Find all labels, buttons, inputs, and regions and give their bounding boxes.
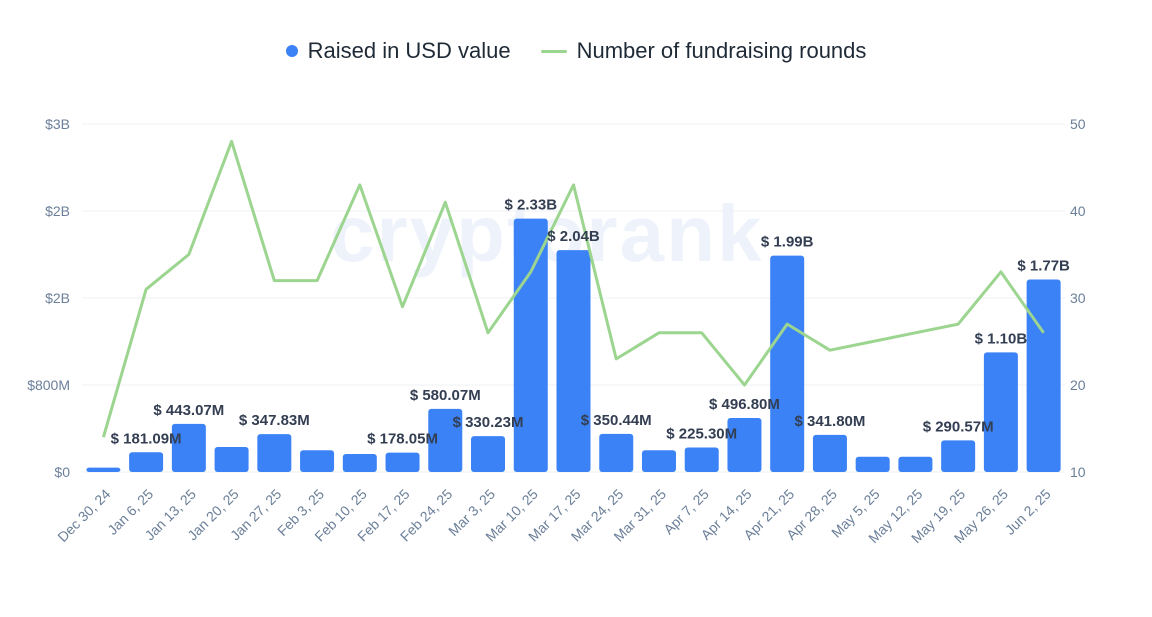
data-label: $ 341.80M xyxy=(794,413,865,430)
data-label: $ 347.83M xyxy=(239,412,310,429)
y-right-tick-label: 50 xyxy=(1070,116,1086,132)
bar xyxy=(300,450,335,472)
data-label: $ 1.10B xyxy=(975,330,1028,347)
legend-label-rounds: Number of fundraising rounds xyxy=(576,38,867,63)
bar xyxy=(471,436,506,472)
y-right-tick-label: 20 xyxy=(1070,377,1086,393)
bar xyxy=(684,447,719,472)
data-label: $ 496.80M xyxy=(709,396,780,413)
bar xyxy=(941,440,976,472)
y-right-tick-label: 10 xyxy=(1070,464,1086,480)
bar xyxy=(1026,279,1061,472)
y-left-tick-label: $2B xyxy=(45,203,70,219)
x-tick-label: Jun 2, 25 xyxy=(1002,486,1054,538)
y-right-tick-label: 30 xyxy=(1070,290,1086,306)
data-label: $ 181.09M xyxy=(111,430,182,447)
bar xyxy=(641,450,676,472)
legend-dot-icon xyxy=(285,45,298,57)
bar xyxy=(342,454,377,472)
data-label: $ 225.30M xyxy=(666,425,737,442)
data-label: $ 443.07M xyxy=(153,402,224,419)
data-label: $ 350.44M xyxy=(581,412,652,429)
bar xyxy=(171,423,206,472)
legend: Raised in USD value Number of fundraisin… xyxy=(0,38,1152,64)
data-label: $ 580.07M xyxy=(410,387,481,404)
series-line-rounds xyxy=(101,139,1045,438)
y-left-tick-label: $800M xyxy=(27,377,70,393)
bar xyxy=(214,446,249,472)
data-label: $ 290.57M xyxy=(923,418,994,435)
bar xyxy=(556,250,591,472)
bar xyxy=(599,433,634,472)
bar xyxy=(812,434,847,472)
bar xyxy=(385,452,420,472)
legend-line-icon xyxy=(540,49,567,53)
y-left-tick-label: $2B xyxy=(45,290,70,306)
bar xyxy=(898,456,933,472)
bar xyxy=(727,417,762,472)
data-label: $ 2.04B xyxy=(547,228,600,245)
bar xyxy=(257,434,292,472)
data-label: $ 178.05M xyxy=(367,431,438,448)
x-tick-label: Dec 30, 24 xyxy=(54,486,113,545)
y-left-tick-label: $0 xyxy=(54,464,70,480)
data-label: $ 1.77B xyxy=(1017,258,1070,275)
legend-item-raised[interactable]: Raised in USD value xyxy=(285,38,511,64)
y-left-tick-label: $3B xyxy=(45,116,70,132)
bar xyxy=(855,456,890,472)
data-label: $ 2.33B xyxy=(504,197,557,214)
legend-label-raised: Raised in USD value xyxy=(307,38,511,63)
data-label: $ 1.99B xyxy=(761,234,814,251)
bar xyxy=(983,352,1018,472)
data-label: $ 330.23M xyxy=(453,414,524,431)
bar xyxy=(86,467,121,472)
y-right-tick-label: 40 xyxy=(1070,203,1086,219)
bar xyxy=(770,255,805,472)
legend-item-rounds[interactable]: Number of fundraising rounds xyxy=(540,38,867,64)
bar xyxy=(129,452,164,472)
bar xyxy=(428,408,463,472)
bar xyxy=(513,218,548,472)
